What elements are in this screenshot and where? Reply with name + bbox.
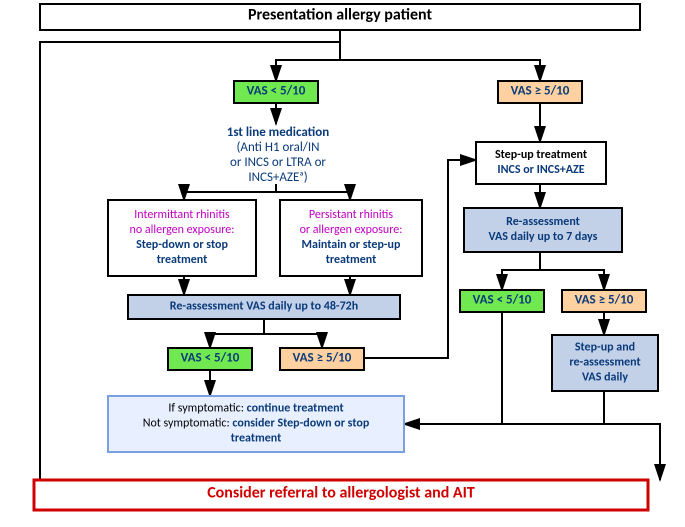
med-line1: (Anti H1 oral/IN bbox=[236, 140, 319, 155]
med: 1st line medication(Anti H1 oral/INor IN… bbox=[227, 125, 329, 185]
title: Presentation allergy patient bbox=[40, 4, 640, 30]
int: Intermittant rhinitisno allergen exposur… bbox=[108, 200, 256, 276]
per-line0: Persistant rhinitis bbox=[309, 208, 393, 222]
vasL2: VAS < 5/10 bbox=[168, 348, 252, 370]
ref: Consider referral to allergologist and A… bbox=[34, 480, 648, 510]
sym-line1: Not symptomatic: consider Step-down or s… bbox=[143, 417, 370, 431]
sym-line2: treatment bbox=[231, 432, 282, 446]
med-line0: 1st line medication bbox=[227, 125, 329, 140]
per-line3: treatment bbox=[326, 253, 377, 267]
med-line2: or INCS or LTRA or bbox=[230, 155, 326, 170]
per-line1: or allergen exposure: bbox=[300, 223, 403, 237]
ref-line0: Consider referral to allergologist and A… bbox=[207, 484, 475, 503]
title-line0: Presentation allergy patient bbox=[248, 6, 433, 25]
int-line3: treatment bbox=[157, 253, 208, 267]
vasR2: VAS ≥ 5/10 bbox=[280, 348, 364, 370]
step: Step-up treatmentINCS or INCS+AZE bbox=[476, 142, 606, 184]
re1: Re-assessment VAS daily up to 48-72h bbox=[128, 295, 400, 319]
re2-line0: Re-assessment bbox=[506, 215, 580, 229]
step2-line0: Step-up and bbox=[575, 341, 635, 355]
vasR2-line0: VAS ≥ 5/10 bbox=[293, 351, 352, 366]
int-line1: no allergen exposure: bbox=[130, 223, 235, 237]
re1-line0: Re-assessment VAS daily up to 48-72h bbox=[170, 300, 358, 314]
sym-line0: If symptomatic: continue treatment bbox=[168, 402, 343, 416]
vasL: VAS < 5/10 bbox=[234, 81, 318, 103]
vasR: VAS ≥ 5/10 bbox=[498, 81, 582, 103]
vasR3-line0: VAS ≥ 5/10 bbox=[575, 293, 634, 308]
int-line2: Step-down or stop bbox=[136, 238, 228, 252]
vasR-line0: VAS ≥ 5/10 bbox=[511, 84, 570, 99]
step2-line1: re-assessment bbox=[569, 356, 640, 370]
int-line0: Intermittant rhinitis bbox=[134, 208, 230, 222]
vasL-line0: VAS < 5/10 bbox=[247, 84, 306, 99]
re2-line1: VAS daily up to 7 days bbox=[489, 230, 598, 244]
re2: Re-assessmentVAS daily up to 7 days bbox=[464, 208, 622, 252]
step2: Step-up andre-assessmentVAS daily bbox=[552, 335, 658, 391]
step-line0: Step-up treatment bbox=[495, 148, 587, 162]
per-line2: Maintain or step-up bbox=[302, 238, 401, 252]
vasL3: VAS < 5/10 bbox=[460, 290, 544, 312]
step-line1: INCS or INCS+AZE bbox=[497, 163, 584, 177]
med-line3: INCS+AZEᵃ) bbox=[248, 170, 307, 185]
vasL2-line0: VAS < 5/10 bbox=[181, 351, 240, 366]
step2-line2: VAS daily bbox=[582, 371, 628, 385]
vasL3-line0: VAS < 5/10 bbox=[473, 293, 532, 308]
sym: If symptomatic: continue treatmentNot sy… bbox=[108, 396, 404, 452]
vasR3: VAS ≥ 5/10 bbox=[562, 290, 646, 312]
per: Persistant rhinitisor allergen exposure:… bbox=[280, 200, 422, 276]
